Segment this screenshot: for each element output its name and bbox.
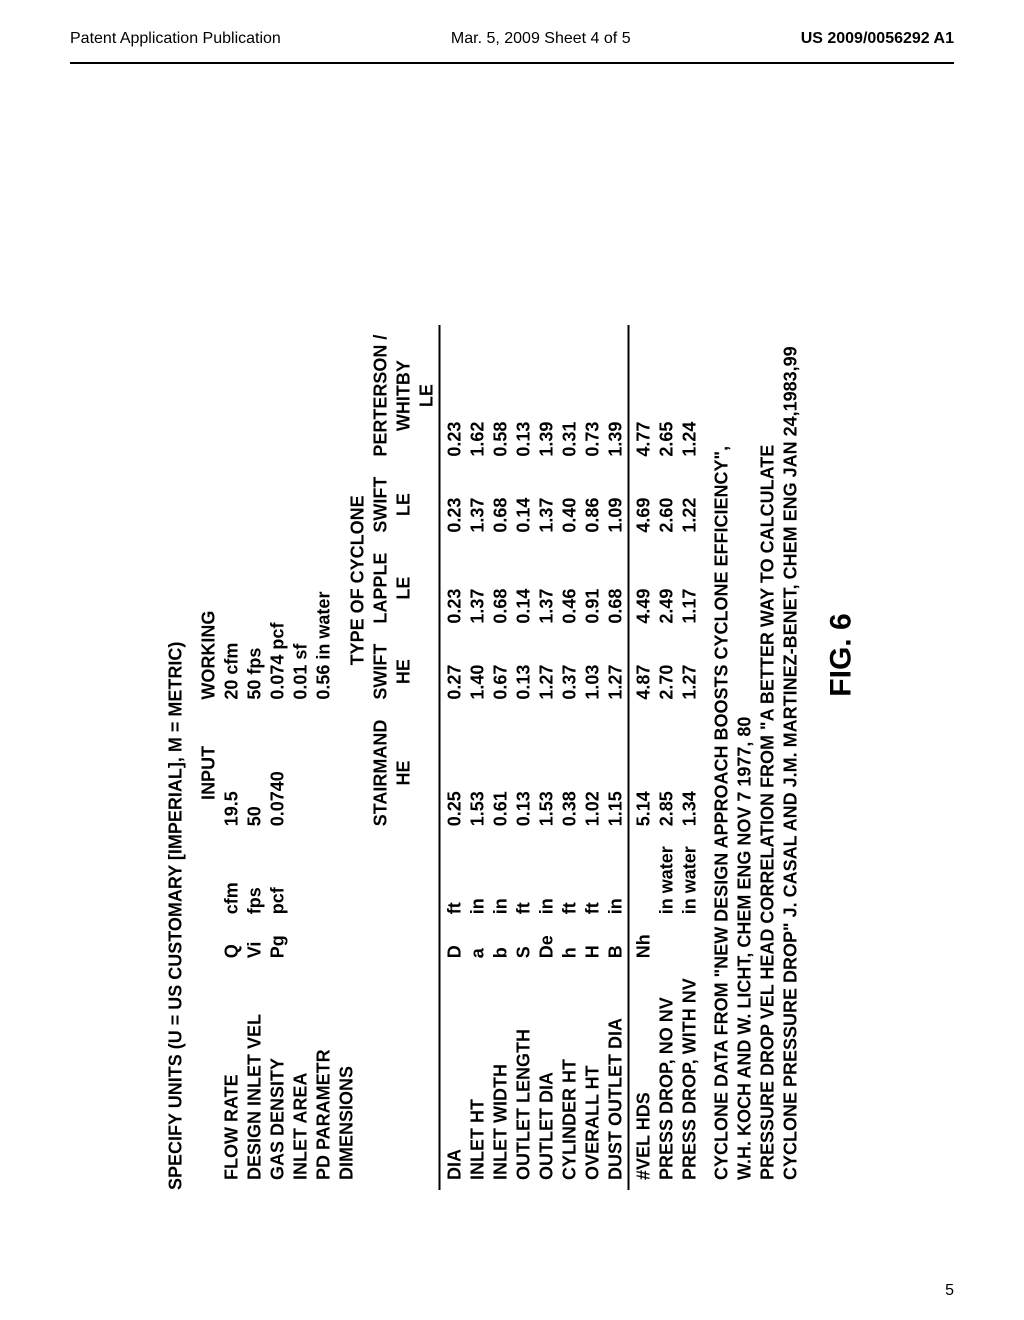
dim-row: OUTLET LENGTH S ft 0.13 0.13 0.14 0.14 0…: [513, 325, 536, 1190]
header-right: US 2009/0056292 A1: [801, 30, 954, 48]
footnote-row: W.H. KOCH AND W. LICHT, CHEM ENG NOV 7 1…: [734, 325, 757, 1190]
footnote-row: CYCLONE PRESSURE DROP" J. CASAL AND J.M.…: [780, 325, 803, 1190]
dim-row: OUTLET DIA De in 1.53 1.27 1.37 1.37 1.3…: [536, 325, 559, 1190]
dimensions-title: DIMENSIONS: [336, 968, 370, 1190]
dim-row: OVERALL HT H ft 1.02 1.03 0.91 0.86 0.73: [582, 325, 605, 1190]
input-row: FLOW RATE Q cfm 19.5 20 cfm: [221, 325, 244, 1190]
press-row: #VEL HDS Nh 5.14 4.87 4.49 4.69 4.77: [633, 325, 656, 1190]
dim-row: DIA D ft 0.25 0.27 0.23 0.23 0.23: [444, 325, 467, 1190]
page-header: Patent Application Publication Mar. 5, 2…: [0, 0, 1024, 58]
row-working: 20 cfm: [221, 325, 244, 710]
dimensions-title-row: DIMENSIONS TYPE OF CYCLONE: [336, 325, 370, 1190]
dim-row: INLET WIDTH b in 0.61 0.67 0.68 0.68 0.5…: [490, 325, 513, 1190]
dim-row: INLET HT a in 1.53 1.40 1.37 1.37 1.62: [467, 325, 490, 1190]
header-left: Patent Application Publication: [70, 30, 281, 48]
row-label: FLOW RATE: [221, 968, 244, 1190]
input-row: GAS DENSITY Pg pcf 0.0740 0.074 pcf: [267, 325, 290, 1190]
working-header: WORKING: [193, 325, 221, 710]
footnote-row: PRESSURE DROP VEL HEAD CORRELATION FROM …: [757, 325, 780, 1190]
dim-row: DUST OUTLET DIA B in 1.15 1.27 0.68 1.09…: [605, 325, 629, 1190]
header-center: Mar. 5, 2009 Sheet 4 of 5: [451, 30, 631, 48]
row-input: 19.5: [221, 710, 244, 837]
figure-frame: SPECIFY UNITS (U = US CUSTOMARY [IMPERIA…: [90, 120, 934, 1190]
units-title: SPECIFY UNITS (U = US CUSTOMARY [IMPERIA…: [166, 120, 187, 1190]
input-row: PD PARAMETR 0.56 in water: [313, 325, 336, 1190]
data-table: INPUT WORKING FLOW RATE Q cfm 19.5 20 cf…: [193, 325, 803, 1190]
footnote-row: CYCLONE DATA FROM "NEW DESIGN APPROACH B…: [702, 325, 734, 1190]
row-unit: cfm: [221, 836, 244, 924]
column-header-row-1: STAIRMAND SWIFT LAPPLE SWIFT PERTERSON /: [370, 325, 393, 1190]
input-header: INPUT: [193, 710, 221, 837]
figure-label: FIG. 6: [825, 120, 859, 1190]
rotated-figure: SPECIFY UNITS (U = US CUSTOMARY [IMPERIA…: [166, 120, 859, 1190]
group-header-row: INPUT WORKING: [193, 325, 221, 1190]
input-row: INLET AREA 0.01 sf: [290, 325, 313, 1190]
header-rule: [70, 62, 954, 64]
dim-row: CYLINDER HT h ft 0.38 0.37 0.46 0.40 0.3…: [559, 325, 582, 1190]
column-header-row-3: LE: [416, 325, 440, 1190]
cyclone-type-title: TYPE OF CYCLONE: [336, 325, 370, 837]
row-symbol: Q: [221, 924, 244, 968]
press-row: PRESS DROP, NO NV in water 2.85 2.70 2.4…: [656, 325, 679, 1190]
input-row: DESIGN INLET VEL Vi fps 50 50 fps: [244, 325, 267, 1190]
press-row: PRESS DROP, WITH NV in water 1.34 1.27 1…: [679, 325, 702, 1190]
column-header-row-2: HE HE LE LE WHITBY: [393, 325, 416, 1190]
page-number: 5: [945, 1282, 954, 1300]
